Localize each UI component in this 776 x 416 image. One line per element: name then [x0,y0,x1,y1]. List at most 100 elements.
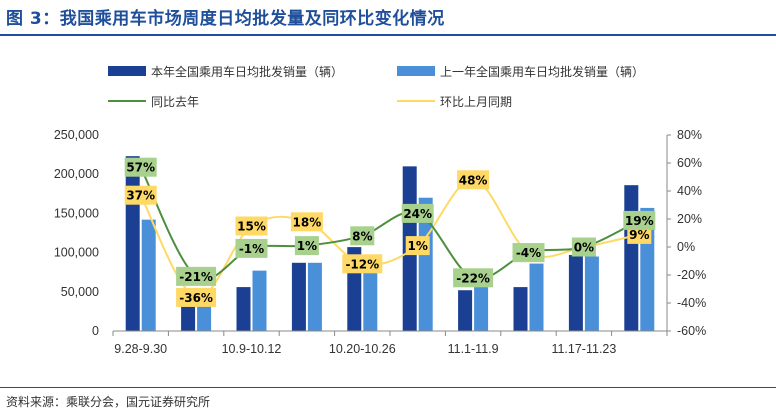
data-label-yoy: -21% [176,266,217,286]
data-label-yoy-text: 57% [126,161,155,175]
data-label-yoy-text: 1% [297,239,317,253]
data-label-yoy: 57% [124,157,157,177]
data-label-mom-text: 9% [629,228,649,242]
bar-this-year [513,287,528,331]
x-tick-label: 10.9-10.12 [222,342,282,356]
right-tick-label: 60% [677,156,702,170]
left-tick-label: 200,000 [54,167,99,181]
bar-this-year [291,262,306,331]
data-label-yoy-text: -21% [179,270,213,284]
data-label-yoy: 24% [401,203,434,223]
bar-series [125,156,655,331]
right-axis: -60% -40% -20% 0% 20% 40% 60% 80% [666,128,706,338]
data-label-yoy: 0% [571,237,596,257]
left-tick-label: 0 [92,324,99,338]
right-tick-label: 80% [677,128,702,142]
data-label-yoy-text: -1% [239,242,264,256]
line-yoy [139,166,640,281]
data-label-yoy: -4% [512,243,545,263]
data-label-mom-text: 1% [408,239,428,253]
left-axis: 0 50,000 100,000 150,000 200,000 250,000 [54,128,99,338]
data-label-yoy-text: 24% [403,207,432,221]
right-tick-label: 20% [677,212,702,226]
x-axis: 9.28-9.30 10.9-10.12 10.20-10.26 11.1-11.9 1… [112,330,668,356]
data-label-mom: -36% [176,287,217,307]
data-label-mom-box [235,216,268,236]
bar-this-year [125,156,140,331]
x-tick-label: 9.28-9.30 [114,342,167,356]
data-label-yoy-text: 19% [625,214,654,228]
left-tick-label: 250,000 [54,128,99,142]
bar-last-year [529,263,544,331]
data-label-mom: 1% [405,236,430,256]
left-tick-label: 50,000 [61,285,99,299]
bar-this-year [568,254,583,331]
legend: 本年全国乘用车日均批发销量（辆） 上一年全国乘用车日均批发销量（辆） 同比去年 … [108,64,644,109]
data-labels: 37% -36% 15% 18% -12% 1% 48% -4% 0% 9% 57% -21% -1% 1… [124,157,656,307]
right-tick-label: -40% [677,296,706,310]
bar-last-year [363,256,378,331]
data-label-yoy-box [401,203,434,223]
bar-last-year [584,256,599,331]
x-tick-label: 11.1-11.9 [448,342,499,356]
data-label-mom-box [290,212,323,232]
title-rule [0,34,776,36]
data-label-mom-text: 48% [459,173,488,187]
bar-this-year [181,306,196,331]
bar-this-year [624,185,639,331]
bar-last-year [141,219,156,331]
data-label-yoy: -1% [235,238,268,258]
legend-swatch-this-year [108,66,146,76]
data-label-yoy-box [294,236,319,256]
data-label-yoy-box [350,226,375,246]
chart: 本年全国乘用车日均批发销量（辆） 上一年全国乘用车日均批发销量（辆） 同比去年 … [54,64,706,356]
data-label-mom-text: 18% [293,215,322,229]
figure-title: 图 3：我国乘用车市场周度日均批发量及同环比变化情况 [6,9,445,29]
data-label-yoy-text: -4% [516,246,541,260]
right-tick-label: -60% [677,324,706,338]
data-label-yoy-box [512,243,545,263]
bar-this-year [236,287,251,331]
data-label-yoy-box [571,237,596,257]
data-label-yoy-box [176,266,217,286]
data-label-mom-box [457,170,490,190]
data-label-yoy-box [623,210,656,230]
x-tick-label: 10.20-10.26 [329,342,396,356]
left-tick-label: 100,000 [54,246,99,260]
bar-last-year [307,262,322,331]
right-tick-label: 0% [677,240,695,254]
bottom-rule [0,387,776,388]
data-label-yoy-box [124,157,157,177]
data-label-mom-text: 15% [237,220,266,234]
data-label-mom: 48% [457,170,490,190]
data-label-mom-box [342,254,383,274]
data-label-mom: 18% [290,212,323,232]
right-tick-label: 40% [677,184,702,198]
legend-swatch-last-year [397,66,435,76]
data-label-mom: 15% [235,216,268,236]
data-label-yoy: 19% [623,210,656,230]
bar-last-year [197,300,212,331]
data-label-yoy-box [453,268,494,288]
data-label-yoy: 8% [350,226,375,246]
data-label-mom-text: -12% [345,257,379,271]
data-label-mom-box [124,185,157,205]
data-label-yoy-box [235,238,268,258]
source-note: 资料来源：乘联分会，国元证券研究所 [6,395,211,409]
data-label-mom-box [405,236,430,256]
right-tick-label: -20% [677,268,706,282]
legend-label-mom: 环比上月同期 [440,95,512,109]
data-label-yoy-text: 0% [574,241,594,255]
data-label-mom: -12% [342,254,383,274]
data-label-yoy-text: -22% [456,271,490,285]
data-label-yoy-text: 8% [352,229,372,243]
legend-label-yoy: 同比去年 [151,95,199,109]
bar-last-year [252,270,267,331]
x-tick-label: 11.17-11.23 [551,342,616,356]
data-label-mom-box [176,287,217,307]
bar-last-year [474,277,489,331]
left-tick-label: 150,000 [54,206,99,220]
legend-label-last-year: 上一年全国乘用车日均批发销量（辆） [440,64,644,79]
data-label-mom: 37% [124,185,157,205]
data-label-yoy: -22% [453,268,494,288]
